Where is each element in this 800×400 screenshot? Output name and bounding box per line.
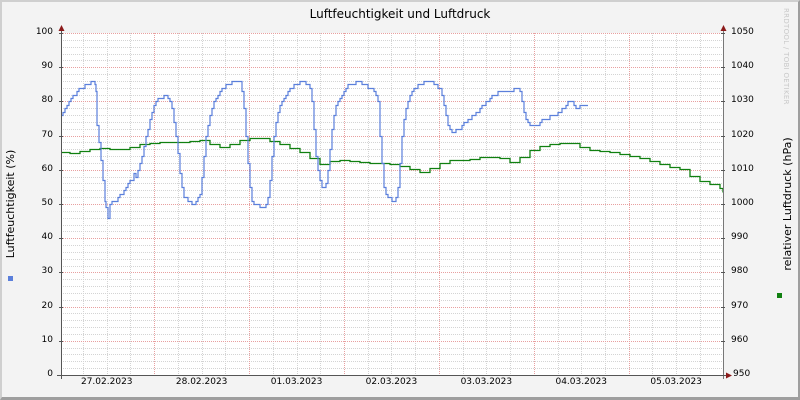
y-tick-label-right: 1050: [731, 27, 754, 37]
y-tick-label-left: 0: [47, 369, 53, 379]
y-tick-label-right: 1030: [731, 95, 754, 106]
x-tick-label: 01.03.2023: [270, 377, 323, 387]
y-tick-label-right: 1010: [731, 163, 754, 174]
legend-pressure-square: [777, 293, 782, 298]
x-tick-label: 02.03.2023: [365, 377, 418, 387]
y-tick-label-left: 20: [41, 300, 53, 311]
y-tick-label-left: 10: [41, 334, 53, 345]
y-tick-label-right: 1000: [731, 198, 754, 208]
y-tick-label-left: 50: [41, 198, 53, 208]
y-tick-label-right: 950: [733, 369, 751, 379]
x-tick-label: 03.03.2023: [460, 377, 513, 387]
y-tick-label-left: 80: [41, 95, 53, 106]
y-tick-label-right: 990: [731, 232, 749, 243]
y-tick-label-left: 100: [35, 27, 53, 37]
y-tick-label-left: 70: [41, 129, 53, 140]
chart-title: Luftfeuchtigkeit und Luftdruck: [309, 7, 491, 21]
legend-humidity-square: [8, 276, 13, 281]
y-tick-label-right: 970: [731, 300, 749, 311]
humidity-line: [61, 80, 588, 220]
x-tick-label: 04.03.2023: [555, 377, 608, 387]
x-tick-label: 27.02.2023: [80, 377, 133, 387]
y-tick-label-left: 60: [41, 163, 53, 174]
y-tick-label-left: 40: [41, 232, 53, 243]
x-tick-label: 28.02.2023: [175, 377, 228, 387]
y-tick-label-right: 980: [731, 266, 749, 277]
y-axis-right-arrow-icon: [720, 25, 727, 31]
y-tick-label-right: 1040: [731, 61, 754, 72]
x-tick-label: 05.03.2023: [650, 377, 702, 387]
y-axis-arrow-icon: [58, 25, 65, 31]
y-tick-label-right: 1020: [731, 129, 754, 140]
x-axis-arrow-icon: [726, 372, 732, 379]
y-tick-label-right: 960: [731, 334, 749, 345]
y-tick-label-left: 30: [41, 266, 53, 277]
y-tick-label-left: 90: [41, 61, 53, 72]
